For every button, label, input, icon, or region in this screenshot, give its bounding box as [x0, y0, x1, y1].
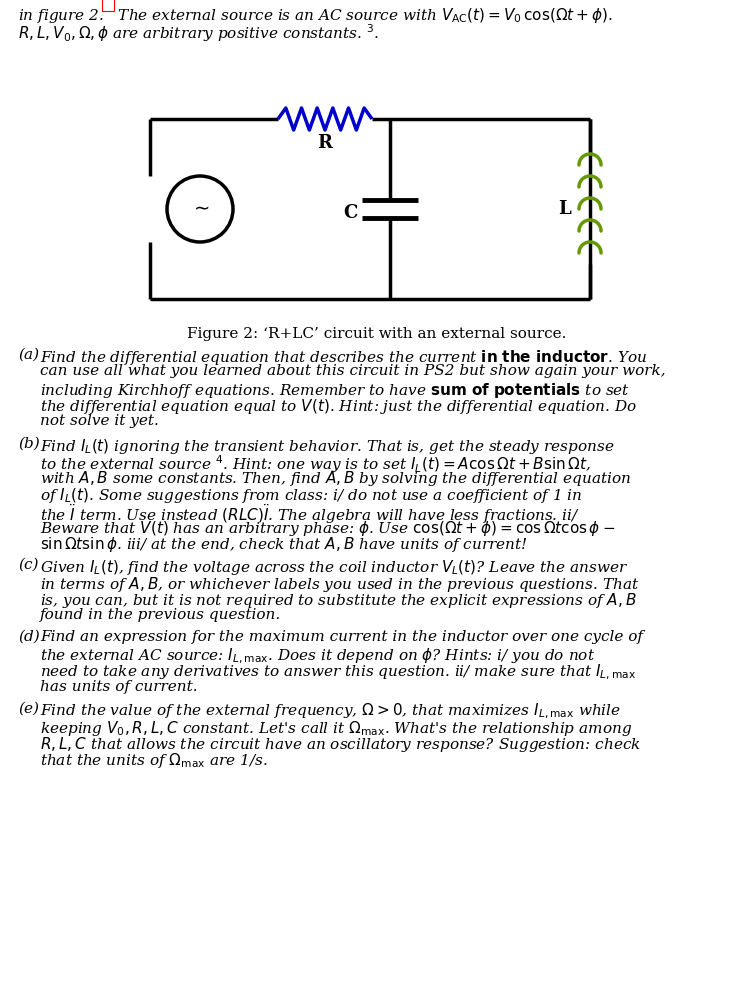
Text: is, you can, but it is not required to substitute the explicit expressions of $A: is, you can, but it is not required to s… — [40, 591, 636, 610]
Text: to the external source ${}^{4}$. Hint: one way is to set $I_L(t) = A\cos\Omega t: to the external source ${}^{4}$. Hint: o… — [40, 453, 591, 474]
Text: $R, L, V_0, \Omega, \phi$ are arbitrary positive constants. ${}^{3}$.: $R, L, V_0, \Omega, \phi$ are arbitrary … — [18, 22, 379, 43]
Text: Beware that $V(t)$ has an arbitrary phase: $\phi$. Use $\cos(\Omega t+\phi) = \c: Beware that $V(t)$ has an arbitrary phas… — [40, 519, 615, 538]
Text: can use all what you learned about this circuit in PS2 but show again your work,: can use all what you learned about this … — [40, 364, 666, 379]
Text: R: R — [317, 134, 333, 152]
Text: not solve it yet.: not solve it yet. — [40, 414, 159, 428]
Text: (c): (c) — [18, 558, 38, 572]
Text: C: C — [344, 204, 358, 222]
Text: has units of current.: has units of current. — [40, 680, 198, 694]
Text: that the units of $\Omega_{\max}$ are 1/s.: that the units of $\Omega_{\max}$ are 1/… — [40, 752, 268, 770]
Text: the differential equation equal to $V(t)$. Hint: just the differential equation.: the differential equation equal to $V(t)… — [40, 398, 637, 416]
Text: L: L — [558, 200, 571, 218]
Text: Figure 2: ‘R+LC’ circuit with an external source.: Figure 2: ‘R+LC’ circuit with an externa… — [187, 327, 567, 341]
Text: Find the value of the external frequency, $\Omega > 0$, that maximizes $I_{L,\ma: Find the value of the external frequency… — [40, 702, 621, 721]
Text: (e): (e) — [18, 702, 39, 716]
Text: of $I_L(t)$. Some suggestions from class: i/ do not use a coefficient of 1 in: of $I_L(t)$. Some suggestions from class… — [40, 486, 583, 505]
Text: $\sim$: $\sim$ — [190, 198, 210, 216]
Text: need to take any derivatives to answer this question. ii/ make sure that $I_{L,\: need to take any derivatives to answer t… — [40, 663, 636, 682]
Text: the external AC source: $I_{L,\max}$. Does it depend on $\phi$? Hints: i/ you do: the external AC source: $I_{L,\max}$. Do… — [40, 646, 595, 666]
Text: keeping $V_0, R, L, C$ constant. Let's call it $\Omega_{\max}$. What's the relat: keeping $V_0, R, L, C$ constant. Let's c… — [40, 718, 633, 737]
Text: in figure 2.   The external source is an AC source with $V_{\mathrm{AC}}(t) = V_: in figure 2. The external source is an A… — [18, 6, 613, 25]
Text: found in the previous question.: found in the previous question. — [40, 607, 281, 622]
Text: (b): (b) — [18, 437, 40, 451]
Text: (d): (d) — [18, 630, 40, 644]
Text: (a): (a) — [18, 348, 39, 362]
Text: with $A, B$ some constants. Then, find $A, B$ by solving the differential equati: with $A, B$ some constants. Then, find $… — [40, 469, 631, 488]
Text: including Kirchhoff equations. Remember to have $\bf{sum\ of\ potentials}$ to se: including Kirchhoff equations. Remember … — [40, 381, 630, 400]
Text: Given $I_L(t)$, find the voltage across the coil inductor $V_L(t)$? Leave the an: Given $I_L(t)$, find the voltage across … — [40, 558, 628, 577]
Text: Find an expression for the maximum current in the inductor over one cycle of: Find an expression for the maximum curre… — [40, 630, 643, 644]
Text: $\sin\Omega t\sin\phi$. iii/ at the end, check that $A, B$ have units of current: $\sin\Omega t\sin\phi$. iii/ at the end,… — [40, 535, 528, 555]
Text: in terms of $A, B$, or whichever labels you used in the previous questions. That: in terms of $A, B$, or whichever labels … — [40, 575, 639, 593]
Text: $R, L, C$ that allows the circuit have an oscillatory response? Suggestion: chec: $R, L, C$ that allows the circuit have a… — [40, 735, 641, 754]
Text: Find $I_L(t)$ ignoring the transient behavior. That is, get the steady response: Find $I_L(t)$ ignoring the transient beh… — [40, 437, 615, 456]
Text: Find the differential equation that describes the current $\bf{in\ the\ inductor: Find the differential equation that desc… — [40, 348, 647, 367]
Text: the $\ddot{I}$ term. Use instead $(RLC)\ddot{I}$. The algebra will have less fra: the $\ddot{I}$ term. Use instead $(RLC)\… — [40, 503, 580, 526]
